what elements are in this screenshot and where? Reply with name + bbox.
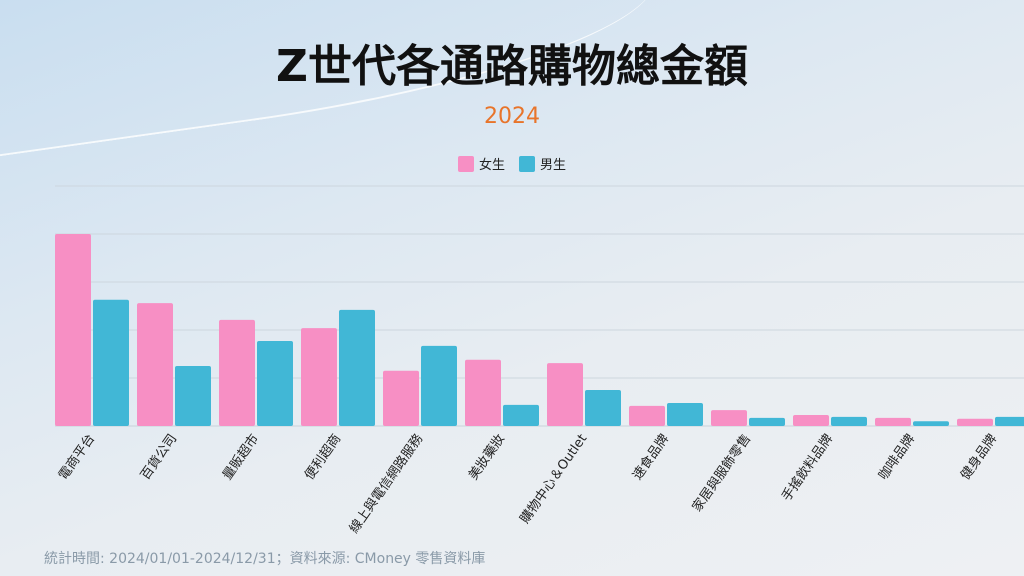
chart-subtitle: 2024 (484, 104, 540, 129)
bar-male (749, 417, 785, 426)
bar-male (667, 402, 703, 426)
x-tick-label: 速食品牌 (629, 431, 672, 483)
x-tick-label: 美妝藥妝 (466, 432, 508, 483)
x-tick-label: 手搖飲料品牌 (778, 431, 836, 504)
bar-female (711, 410, 747, 426)
footer-source: 統計時間: 2024/01/01-2024/12/31；資料來源: CMoney… (44, 551, 486, 567)
x-tick-label: 便利超商 (302, 432, 344, 483)
x-tick-label: 百貨公司 (137, 431, 180, 483)
bar-male (421, 345, 457, 426)
legend-item-female: 女生 (457, 154, 505, 173)
bar-male (257, 341, 293, 426)
bar-male (585, 390, 621, 426)
bar-male (339, 309, 375, 426)
bar-male (93, 299, 129, 426)
bar-female (793, 414, 829, 426)
legend-swatch-male (519, 155, 535, 172)
legend-label-male: 男生 (540, 158, 567, 173)
bar-female (301, 328, 337, 426)
bar-female (875, 417, 911, 426)
bar-male (913, 421, 949, 426)
x-tick-label: 咖啡品牌 (875, 431, 918, 483)
bar-female (219, 319, 255, 426)
legend: 女生 男生 (0, 154, 1024, 173)
bar-female (547, 363, 583, 426)
x-tick-label: 購物中心＆Outlet (518, 432, 591, 527)
x-tick-label: 健身品牌 (957, 431, 1000, 483)
legend-label-female: 女生 (478, 158, 505, 173)
legend-item-male: 男生 (519, 154, 566, 173)
bar-female (957, 418, 993, 426)
bar-male (503, 404, 539, 426)
bar-male (175, 366, 211, 426)
x-tick-label: 線上與電信網路服務 (346, 431, 426, 536)
bar-male (995, 416, 1024, 426)
legend-swatch-female (457, 155, 474, 172)
bar-male (831, 416, 867, 426)
bar-female (383, 370, 419, 426)
x-tick-label: 電商平台 (56, 432, 98, 483)
bar-female (629, 405, 665, 426)
bar-female (137, 303, 173, 426)
bar-female (55, 234, 91, 426)
bar-female (465, 359, 501, 426)
x-tick-label: 家居與服飾零售 (689, 431, 754, 515)
chart-title: Z世代各通路購物總金額 (276, 41, 748, 92)
x-tick-label: 量販超市 (219, 431, 262, 483)
